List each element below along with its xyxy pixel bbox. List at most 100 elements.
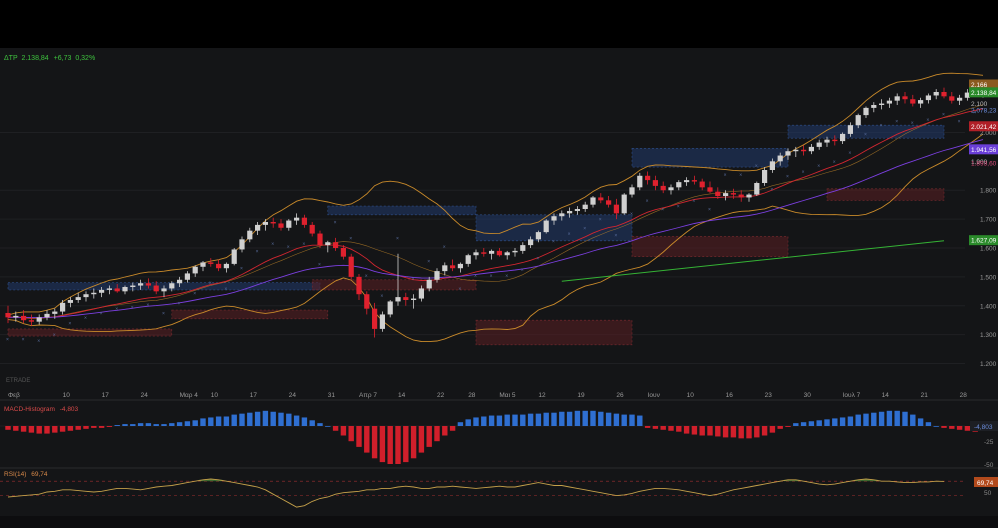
candle-body [847, 125, 853, 134]
candle-body [902, 96, 908, 100]
macd-bar [637, 415, 643, 426]
candle-body [621, 194, 627, 214]
macd-bar [473, 417, 479, 426]
price-badge-text: 1.627,09 [971, 238, 997, 245]
macd-bar [332, 426, 339, 431]
macd-bar [574, 410, 581, 426]
psar-dot: × [209, 281, 212, 287]
candle-body [44, 313, 50, 318]
macd-bar [566, 411, 573, 426]
candle-body [684, 180, 690, 183]
macd-bar [278, 412, 284, 426]
candle-body [879, 103, 885, 105]
macd-bar [598, 411, 604, 426]
macd-label: MACD-Histogram -4,803 [4, 406, 79, 413]
macd-bar [340, 426, 347, 436]
psar-dot: × [22, 337, 25, 343]
candle-body [512, 250, 518, 253]
macd-bar [871, 412, 877, 426]
date-tick-label: 31 [328, 392, 336, 399]
date-tick-label: 17 [102, 392, 110, 399]
macd-bar [122, 424, 128, 426]
candle-body [832, 139, 838, 142]
macd-bar [356, 426, 362, 447]
psar-dot: × [349, 236, 352, 242]
candle-body [208, 262, 214, 264]
date-tick-label: 30 [804, 392, 812, 399]
psar-dot: × [926, 117, 929, 123]
psar-dot: × [942, 112, 945, 118]
psar-dot: × [599, 217, 602, 223]
price-tick-label: 1.800 [980, 188, 997, 195]
macd-bar [824, 419, 830, 426]
price-tick-label: 1.700 [980, 217, 997, 224]
macd-bar [20, 426, 27, 432]
psar-dot: × [84, 315, 87, 321]
date-tick-label: Ιουν [648, 392, 660, 399]
macd-bar [933, 426, 939, 427]
psar-dot: × [287, 245, 290, 251]
candle-body [83, 294, 89, 298]
psar-dot: × [100, 311, 103, 317]
candle-body [808, 146, 814, 152]
psar-dot: × [162, 311, 165, 317]
macd-bar [769, 426, 776, 433]
macd-bar [683, 426, 690, 434]
candle-body [574, 209, 580, 212]
psar-dot: × [53, 333, 56, 339]
candle-body [723, 193, 729, 196]
candle-body [286, 220, 292, 228]
ema-red-line [7, 108, 984, 319]
candle-body [301, 217, 307, 225]
candle-body [933, 92, 939, 96]
macd-tick-2: -50 [984, 462, 994, 469]
psar-dot: × [37, 338, 40, 344]
candle-body [535, 232, 541, 240]
candle-body [504, 252, 510, 256]
macd-bar [83, 426, 89, 429]
date-tick-label: 23 [765, 392, 773, 399]
macd-bar [676, 426, 682, 432]
date-tick-label: 12 [538, 392, 546, 399]
psar-dot: × [458, 286, 461, 292]
macd-badge: -4,803 [970, 421, 998, 431]
psar-dot: × [302, 242, 305, 248]
candle-body [457, 263, 463, 269]
bollinger-bands [7, 72, 984, 343]
price-badge: 1.893,60 [971, 161, 997, 168]
candle-body [949, 96, 955, 101]
demand-zone [7, 328, 173, 337]
candle-body [871, 105, 877, 108]
psar-dot: × [973, 110, 976, 116]
date-tick-label: 17 [250, 392, 258, 399]
rsi-label: RSI(14) 69,74 [4, 471, 48, 478]
macd-bar [535, 413, 542, 426]
macd-bar [371, 426, 378, 459]
candle-body [762, 170, 768, 183]
price-axis: 2.000 1.800 1.700 1.600 1.500 1.400 1.300 1.200 [980, 130, 997, 368]
macd-bar [317, 423, 323, 426]
macd-bar [910, 414, 916, 426]
psar-dot: × [724, 172, 727, 178]
macd-bar [223, 416, 230, 426]
psar-dot: × [536, 256, 539, 262]
supply-demand-zones [7, 124, 945, 346]
macd-bar [325, 426, 331, 427]
psar-dot: × [583, 226, 586, 232]
candle-body [317, 233, 323, 246]
macd-histogram [0, 410, 978, 464]
candle-body [60, 302, 66, 312]
candle-body [730, 193, 736, 195]
price-badge-text: 1.900 [971, 159, 988, 166]
macd-bar [754, 426, 760, 438]
chart-area[interactable]: × × × × × × × × × × × × × × × × × × × × × × × × × × × × × × × × × × × × × × × ×… [0, 48, 998, 516]
macd-bar [231, 414, 237, 426]
candle-body [613, 204, 619, 214]
rsi-overbought-fill [784, 479, 792, 482]
psar-dot: × [802, 169, 805, 175]
date-tick-label: Μαρ 4 [180, 392, 199, 399]
psar-dot: × [817, 164, 820, 170]
candle-body [886, 100, 892, 104]
macd-bar [964, 426, 971, 431]
macd-bar [816, 420, 822, 426]
